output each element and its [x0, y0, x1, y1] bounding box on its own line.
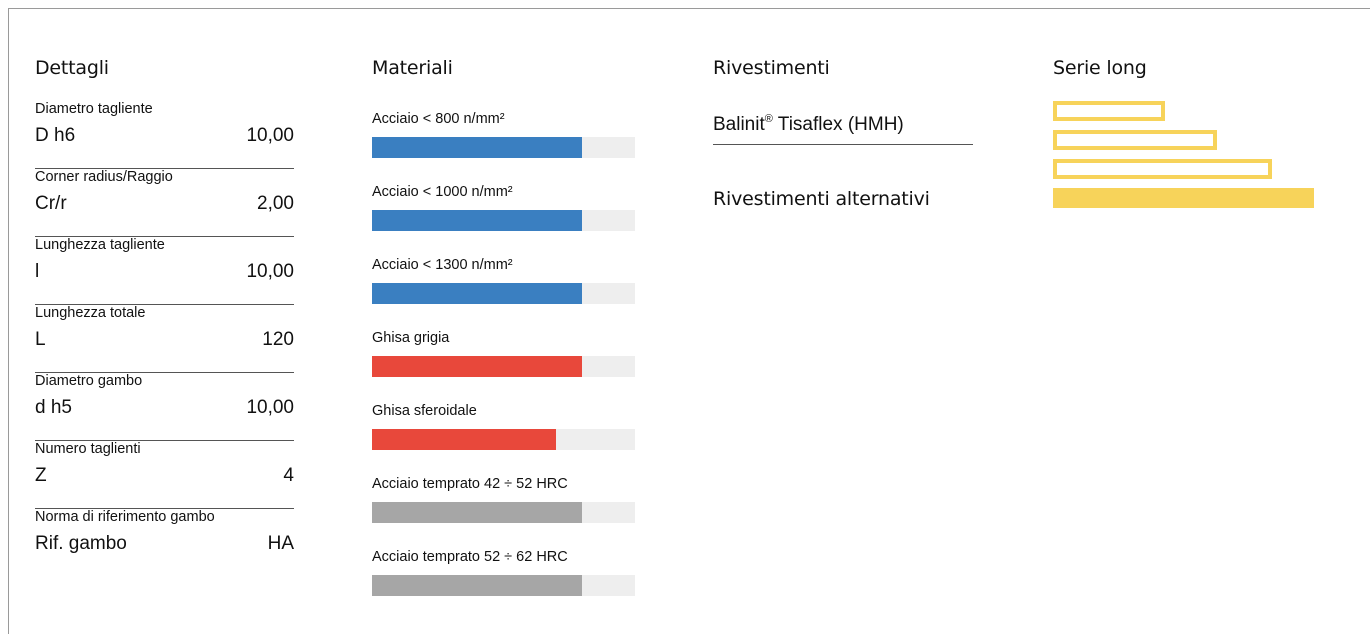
- material-item: Acciaio temprato 42 ÷ 52 HRC: [372, 476, 635, 549]
- coating-divider: [713, 144, 973, 145]
- detail-value: HA: [267, 533, 294, 554]
- material-item: Acciaio < 1300 n/mm²: [372, 257, 635, 330]
- detail-row: Lunghezza totale L 120: [35, 305, 294, 373]
- detail-symbol: L: [35, 329, 46, 350]
- detail-label: Numero taglienti: [35, 441, 141, 457]
- detail-value: 10,00: [246, 261, 294, 282]
- detail-row: Lunghezza tagliente l 10,00: [35, 237, 294, 305]
- detail-value: 4: [283, 465, 294, 486]
- serie-length-bar: [1053, 101, 1165, 121]
- material-rating-fill: [372, 137, 582, 158]
- material-rating-fill: [372, 210, 582, 231]
- detail-row: Corner radius/Raggio Cr/r 2,00: [35, 169, 294, 237]
- detail-label: Lunghezza tagliente: [35, 237, 165, 253]
- detail-symbol: Cr/r: [35, 193, 67, 214]
- material-rating-track: [372, 137, 635, 158]
- material-rating-track: [372, 210, 635, 231]
- detail-label: Norma di riferimento gambo: [35, 509, 215, 525]
- detail-label: Lunghezza totale: [35, 305, 146, 321]
- coating-name: Balinit® Tisaflex (HMH): [713, 113, 904, 136]
- material-item: Ghisa grigia: [372, 330, 635, 403]
- coating-brand: Balinit: [713, 114, 765, 135]
- material-rating-fill: [372, 283, 582, 304]
- detail-label: Diametro gambo: [35, 373, 143, 389]
- detail-symbol: Z: [35, 465, 47, 486]
- material-rating-fill: [372, 502, 582, 523]
- material-label: Acciaio temprato 42 ÷ 52 HRC: [372, 476, 568, 492]
- serie-length-bar: [1053, 159, 1272, 179]
- detail-value: 10,00: [246, 397, 294, 418]
- detail-row: Norma di riferimento gambo Rif. gambo HA: [35, 509, 294, 577]
- material-item: Acciaio < 800 n/mm²: [372, 111, 635, 184]
- material-label: Acciaio temprato 52 ÷ 62 HRC: [372, 549, 568, 565]
- serie-length-bar: [1053, 188, 1314, 208]
- material-rating-fill: [372, 356, 582, 377]
- material-rating-track: [372, 429, 635, 450]
- coating-type: Tisaflex (HMH): [772, 114, 904, 135]
- material-label: Acciaio < 1000 n/mm²: [372, 184, 513, 200]
- detail-label: Corner radius/Raggio: [35, 169, 173, 185]
- rivestimenti-alternativi-title: Rivestimenti alternativi: [713, 188, 930, 210]
- detail-row: Numero taglienti Z 4: [35, 441, 294, 509]
- detail-value: 10,00: [246, 125, 294, 146]
- rivestimenti-title: Rivestimenti: [713, 57, 830, 79]
- material-rating-fill: [372, 575, 582, 596]
- detail-symbol: D h6: [35, 125, 76, 146]
- material-rating-track: [372, 356, 635, 377]
- material-label: Acciaio < 800 n/mm²: [372, 111, 505, 127]
- dettagli-title: Dettagli: [35, 57, 109, 79]
- detail-symbol: d h5: [35, 397, 72, 418]
- material-rating-track: [372, 283, 635, 304]
- serie-title: Serie long: [1053, 57, 1147, 79]
- registered-mark: ®: [764, 113, 773, 125]
- detail-label: Diametro tagliente: [35, 101, 153, 117]
- material-label: Acciaio < 1300 n/mm²: [372, 257, 513, 273]
- material-rating-track: [372, 575, 635, 596]
- detail-symbol: l: [35, 261, 40, 282]
- detail-value: 120: [262, 329, 294, 350]
- panel-frame: [8, 8, 1370, 634]
- serie-length-bar: [1053, 130, 1217, 150]
- material-rating-fill: [372, 429, 556, 450]
- detail-symbol: Rif. gambo: [35, 533, 127, 554]
- material-label: Ghisa grigia: [372, 330, 450, 346]
- detail-value: 2,00: [257, 193, 294, 214]
- detail-row: Diametro tagliente D h6 10,00: [35, 101, 294, 169]
- material-item: Acciaio temprato 52 ÷ 62 HRC: [372, 549, 635, 622]
- material-label: Ghisa sferoidale: [372, 403, 477, 419]
- materiali-title: Materiali: [372, 57, 453, 79]
- material-item: Acciaio < 1000 n/mm²: [372, 184, 635, 257]
- material-item: Ghisa sferoidale: [372, 403, 635, 476]
- material-rating-track: [372, 502, 635, 523]
- detail-row: Diametro gambo d h5 10,00: [35, 373, 294, 441]
